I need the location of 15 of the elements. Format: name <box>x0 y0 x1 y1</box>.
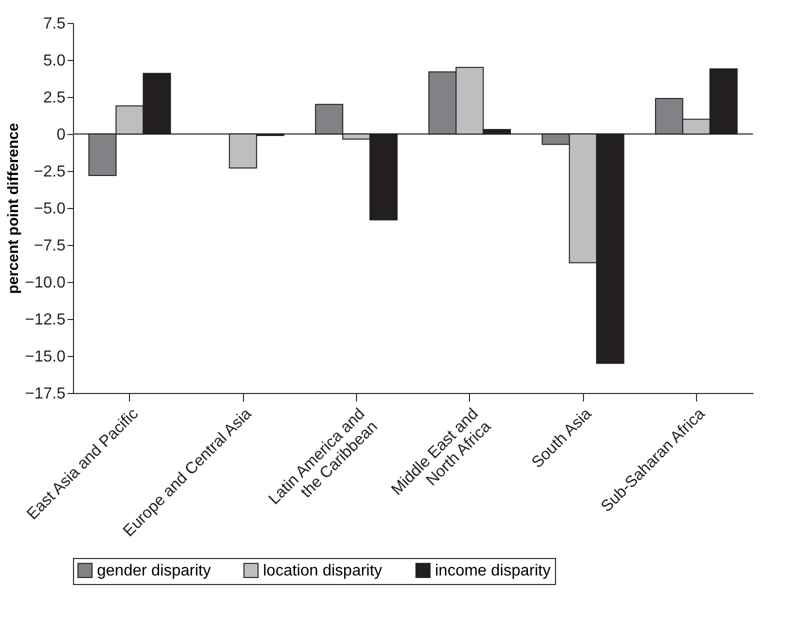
y-tick-label: −7.5 <box>34 238 66 254</box>
legend-label: income disparity <box>435 562 551 580</box>
y-axis-title: percent point difference <box>5 123 22 294</box>
y-tick-label: −2.5 <box>34 164 66 180</box>
legend-label: location disparity <box>263 562 382 580</box>
y-tick-label: −15.0 <box>25 348 66 366</box>
y-tick-label: −17.5 <box>25 386 66 402</box>
y-tick-label: 0 <box>56 126 66 144</box>
y-tick-label: 7.5 <box>43 16 66 32</box>
y-tick-label: 5.0 <box>43 52 66 70</box>
y-tick-label: 2.5 <box>43 90 66 106</box>
y-tick-label: −12.5 <box>25 312 66 328</box>
y-tick-label: −5.0 <box>34 200 66 218</box>
y-tick-label: −10.0 <box>25 274 66 292</box>
legend-label: gender disparity <box>97 562 211 580</box>
